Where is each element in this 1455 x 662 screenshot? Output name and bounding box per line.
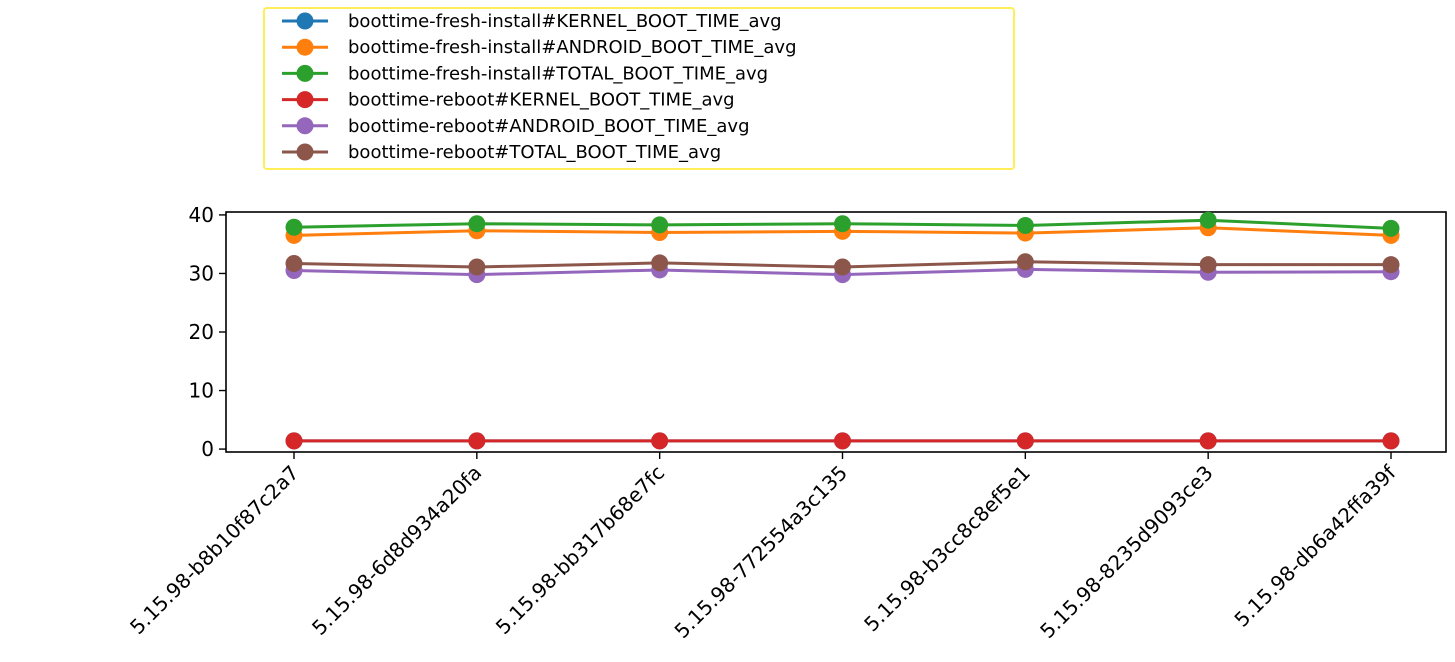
legend-item: boottime-reboot#KERNEL_BOOT_TIME_avg bbox=[282, 90, 735, 111]
data-point bbox=[285, 218, 303, 236]
legend-box bbox=[263, 7, 1015, 170]
data-point bbox=[1199, 256, 1217, 274]
legend-label: boottime-fresh-install#ANDROID_BOOT_TIME… bbox=[348, 37, 797, 58]
legend-marker bbox=[296, 12, 314, 30]
data-point bbox=[468, 432, 486, 450]
plot-frame bbox=[225, 211, 1447, 453]
legend: boottime-fresh-install#KERNEL_BOOT_TIME_… bbox=[263, 7, 1015, 170]
data-point bbox=[834, 432, 851, 450]
legend-item: boottime-fresh-install#ANDROID_BOOT_TIME… bbox=[282, 37, 797, 58]
data-point bbox=[651, 432, 669, 450]
legend-label: boottime-reboot#ANDROID_BOOT_TIME_avg bbox=[348, 116, 750, 137]
y-tick-label: 0 bbox=[201, 437, 214, 461]
y-tick-label: 20 bbox=[189, 320, 214, 344]
legend-marker bbox=[296, 64, 314, 82]
y-tick-label: 40 bbox=[189, 203, 214, 227]
x-tick-label: 5.15.98-8235d9093ce3 bbox=[1035, 461, 1217, 643]
data-point bbox=[1016, 432, 1034, 450]
data-point bbox=[834, 215, 851, 233]
y-tick-label: 30 bbox=[189, 261, 214, 285]
legend-label: boottime-fresh-install#TOTAL_BOOT_TIME_a… bbox=[348, 63, 768, 84]
x-tick-label: 5.15.98-772554a3c135 bbox=[670, 461, 852, 643]
x-tick-label: 5.15.98-b3cc8c8ef5e1 bbox=[859, 461, 1035, 637]
plot-area: 0 10 20 30 40 5.15.98-b8b10f87c2a7 5.15.98-6d8… bbox=[125, 203, 1447, 643]
data-point bbox=[1199, 432, 1217, 450]
legend-label: boottime-reboot#KERNEL_BOOT_TIME_avg bbox=[348, 90, 735, 111]
legend-marker bbox=[296, 117, 314, 135]
series-5 bbox=[285, 253, 1400, 276]
data-point bbox=[1382, 256, 1400, 274]
y-tick-label: 10 bbox=[189, 379, 214, 403]
legend-marker bbox=[296, 143, 314, 161]
series-2 bbox=[285, 211, 1400, 237]
data-point bbox=[285, 255, 303, 273]
data-point bbox=[1016, 253, 1034, 271]
data-point bbox=[651, 216, 669, 234]
data-point bbox=[651, 254, 669, 272]
x-tick-label: 5.15.98-bb317b68e7fc bbox=[491, 461, 669, 639]
legend-item: boottime-reboot#TOTAL_BOOT_TIME_avg bbox=[282, 142, 721, 163]
legend-label: boottime-fresh-install#KERNEL_BOOT_TIME_… bbox=[348, 11, 782, 32]
legend-item: boottime-reboot#ANDROID_BOOT_TIME_avg bbox=[282, 116, 750, 137]
x-tick-label: 5.15.98-b8b10f87c2a7 bbox=[125, 461, 303, 639]
data-point bbox=[468, 215, 486, 233]
x-tick-label: 5.15.98-db6a42ffa39f bbox=[1229, 460, 1401, 632]
data-point bbox=[468, 258, 486, 276]
legend-marker bbox=[296, 91, 314, 109]
data-point bbox=[834, 258, 851, 276]
data-point bbox=[1199, 211, 1217, 229]
legend-label: boottime-reboot#TOTAL_BOOT_TIME_avg bbox=[348, 142, 721, 163]
data-point bbox=[1382, 219, 1400, 237]
data-point bbox=[1016, 216, 1034, 234]
legend-item: boottime-fresh-install#TOTAL_BOOT_TIME_a… bbox=[282, 63, 768, 84]
x-tick-label: 5.15.98-6d8d934a20fa bbox=[307, 461, 486, 640]
series-3 bbox=[285, 432, 1400, 450]
data-point bbox=[1382, 432, 1400, 450]
legend-item: boottime-fresh-install#KERNEL_BOOT_TIME_… bbox=[282, 11, 782, 32]
legend-marker bbox=[296, 38, 314, 56]
data-point bbox=[285, 432, 303, 450]
